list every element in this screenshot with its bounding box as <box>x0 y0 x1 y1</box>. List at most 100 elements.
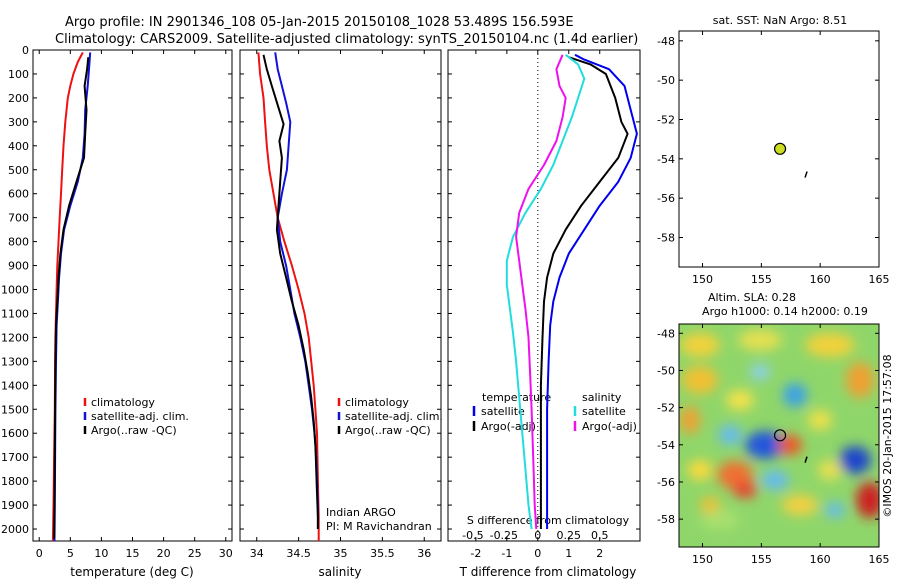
temperature-xlabel: temperature (deg C) <box>70 565 193 579</box>
y-tick-label: 900 <box>8 260 29 273</box>
y-tick-label: 700 <box>8 212 29 225</box>
sst-map-title: sat. SST: NaN Argo: 8.51 <box>713 14 847 27</box>
y-tick-label: 400 <box>8 140 29 153</box>
y-tick-label: 1300 <box>1 355 29 368</box>
legend-label-climatology: climatology <box>91 396 155 409</box>
y-tick-label: 1600 <box>1 427 29 440</box>
y-tick-label: 0 <box>22 44 29 57</box>
sla-map-title: Altim. SLA: 0.28 <box>708 291 796 304</box>
temperature-series-group <box>51 51 92 541</box>
x-tick-label: 30 <box>219 547 233 560</box>
salinity-xlabel: salinity <box>318 565 361 579</box>
x-tick-label: 5 <box>67 547 74 560</box>
map-x-tick-label: 165 <box>869 273 890 286</box>
map-y-tick-label: -48 <box>657 327 675 340</box>
header-title: Argo profile: IN 2901346_108 05-Jan-2015… <box>65 15 574 30</box>
annotation-pi: PI: M Ravichandran <box>326 520 432 533</box>
map-y-tick-label: -58 <box>657 232 675 245</box>
legend-title-temperature: temperature <box>482 391 551 404</box>
legend-label-climatology: climatology <box>345 396 409 409</box>
temperature-axes <box>32 49 233 542</box>
x-tick-label: 15 <box>126 547 140 560</box>
map-x-tick-label: 155 <box>751 553 772 566</box>
series-line-climatology <box>257 52 320 541</box>
map-y-tick-label: -58 <box>657 513 675 526</box>
map-markers <box>773 142 808 463</box>
y-tick-label: 1100 <box>1 307 29 320</box>
sst-map-axes <box>678 30 880 268</box>
y-tick-label: 800 <box>8 236 29 249</box>
x-tick-label: 35 <box>334 547 348 560</box>
series-line-temperature-argo-adj- <box>539 56 629 529</box>
map-x-tick-label: 160 <box>810 553 831 566</box>
argo-position-marker <box>773 429 787 442</box>
legend-label-sal-argo: Argo(-adj) <box>582 420 637 433</box>
x-tick-label: 35.5 <box>370 547 395 560</box>
difference-axes <box>447 49 641 542</box>
float-track-mark <box>804 171 808 178</box>
series-line-temperature-satellite <box>546 53 638 529</box>
map-y-tick-label: -52 <box>657 402 675 415</box>
legend-label-argo: Argo(..raw -QC) <box>345 424 431 437</box>
x-tick-label: 36 <box>417 547 431 560</box>
difference-xlabel: T difference from climatology <box>459 565 637 579</box>
salinity-legend: climatology satellite-adj. clim. Argo(..… <box>337 396 443 437</box>
x-tick-label: 25 <box>188 547 202 560</box>
temperature-legend: climatology satellite-adj. clim. Argo(..… <box>83 396 189 437</box>
y-tick-label: 1200 <box>1 331 29 344</box>
map-x-tick-label: 150 <box>692 273 713 286</box>
x-top-tick-label: 0.5 <box>591 529 609 542</box>
y-tick-label: 100 <box>8 68 29 81</box>
map-y-tick-label: -56 <box>657 476 675 489</box>
map-x-tick-label: 150 <box>692 553 713 566</box>
series-line-salinity-argo-adj- <box>515 54 567 530</box>
x-tick-label: 0 <box>534 547 541 560</box>
y-tick-label: 1000 <box>1 284 29 297</box>
x-tick-label: 20 <box>157 547 171 560</box>
axis-ticks: 0100200300400500600700800900100011001200… <box>1 31 890 566</box>
y-tick-label: 2000 <box>1 523 29 536</box>
map-x-tick-label: 155 <box>751 273 772 286</box>
credit-text: ©IMOS 20-Jan-2015 17:57:08 <box>881 354 894 517</box>
map-x-tick-label: 165 <box>869 553 890 566</box>
series-line-argo-raw-qc- <box>53 57 90 539</box>
legend-label-temp-satellite: satellite <box>481 405 525 418</box>
x-tick-label: 0 <box>36 547 43 560</box>
y-tick-label: 1700 <box>1 451 29 464</box>
legend-label-satellite: satellite-adj. clim. <box>91 410 189 423</box>
x-top-tick-label: 0.25 <box>557 529 582 542</box>
map-x-tick-label: 160 <box>810 273 831 286</box>
map-y-tick-label: -56 <box>657 192 675 205</box>
map-y-tick-label: -50 <box>657 364 675 377</box>
map-y-tick-label: -54 <box>657 153 675 166</box>
x-top-tick-label: -0.25 <box>490 529 518 542</box>
map-y-tick-label: -52 <box>657 114 675 127</box>
header-subtitle: Climatology: CARS2009. Satellite-adjuste… <box>55 32 638 47</box>
map-y-tick-label: -48 <box>657 35 675 48</box>
difference-xlabel-top: S difference from climatology <box>467 514 630 527</box>
data-lines <box>51 51 638 541</box>
salinity-series-group <box>257 52 320 541</box>
legend-label-satellite: satellite-adj. clim. <box>345 410 443 423</box>
sla-map-axes <box>678 323 880 548</box>
y-tick-label: 1400 <box>1 379 29 392</box>
x-tick-label: 34 <box>250 547 264 560</box>
series-line-argo-raw-qc- <box>262 54 319 529</box>
y-tick-label: 600 <box>8 188 29 201</box>
y-tick-label: 1900 <box>1 499 29 512</box>
difference-series-group <box>505 53 638 530</box>
y-tick-label: 1800 <box>1 475 29 488</box>
y-tick-label: 200 <box>8 92 29 105</box>
y-tick-label: 500 <box>8 164 29 177</box>
argo-position-marker <box>773 142 787 155</box>
series-line-satellite-adj-clim- <box>274 52 319 529</box>
x-tick-label: 34.5 <box>286 547 311 560</box>
x-tick-label: 10 <box>94 547 108 560</box>
salinity-axes <box>239 49 442 542</box>
sla-heatmap <box>679 324 879 547</box>
legend-label-temp-argo: Argo(-adj) <box>481 420 536 433</box>
x-tick-label: -1 <box>501 547 512 560</box>
map-y-tick-label: -50 <box>657 74 675 87</box>
x-tick-label: 2 <box>596 547 603 560</box>
x-top-tick-label: -0.5 <box>462 529 483 542</box>
